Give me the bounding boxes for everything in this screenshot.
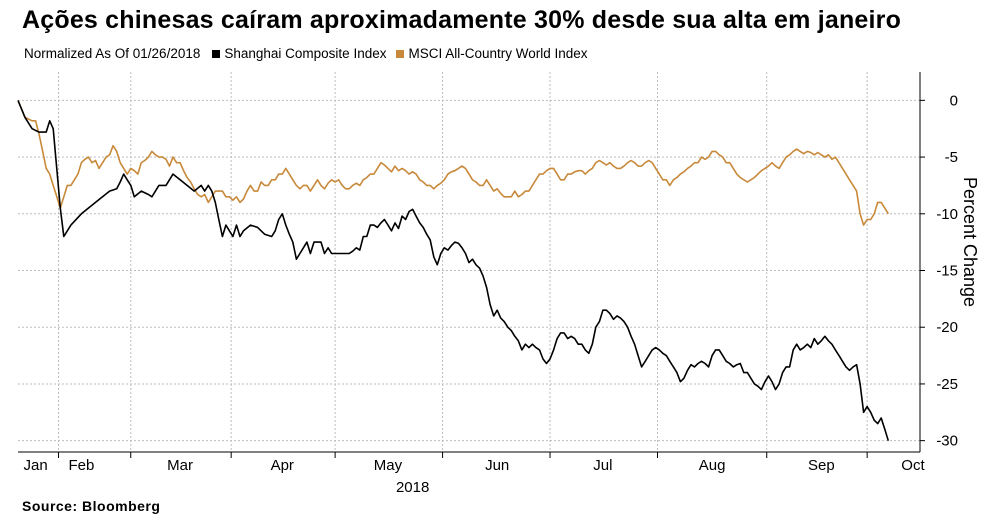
x-tick-label: May (374, 457, 403, 474)
x-axis-label: 2018 (396, 479, 429, 496)
x-tick-label: Apr (271, 457, 294, 474)
y-tick-label: -5 (945, 149, 958, 166)
x-tick-label: Jan (24, 457, 48, 474)
x-tick-label: Oct (901, 457, 925, 474)
normalization-note: Normalized As Of 01/26/2018 (24, 46, 201, 61)
legend: Normalized As Of 01/26/2018 Shanghai Com… (24, 46, 598, 61)
legend-item-shanghai: Shanghai Composite Index (212, 46, 386, 61)
series-line-shanghai (17, 100, 890, 441)
legend-label-shanghai: Shanghai Composite Index (224, 46, 387, 61)
y-tick-label: -20 (936, 319, 958, 336)
y-tick-label: -10 (936, 206, 958, 223)
legend-swatch-shanghai (212, 49, 221, 58)
x-tick-label: Feb (68, 457, 94, 474)
x-tick-label: Sep (808, 457, 835, 474)
x-tick-label: Aug (699, 457, 726, 474)
y-tick-label: -30 (936, 433, 958, 450)
x-tick-label: Jul (593, 457, 612, 474)
legend-item-msci: MSCI All-Country World Index (396, 46, 588, 61)
y-tick-label: 0 (950, 92, 958, 109)
legend-label-msci: MSCI All-Country World Index (408, 46, 588, 61)
y-axis-label: Percent Change (960, 177, 980, 307)
x-tick-label: Mar (167, 457, 193, 474)
legend-swatch-msci (396, 49, 405, 58)
source-note: Source: Bloomberg (22, 498, 161, 514)
series-line-msci (17, 100, 889, 226)
x-tick-label: Jun (485, 457, 509, 474)
y-tick-label: -25 (936, 376, 958, 393)
y-tick-label: -15 (936, 263, 958, 280)
chart-title: Ações chinesas caíram aproximadamente 30… (22, 6, 902, 34)
